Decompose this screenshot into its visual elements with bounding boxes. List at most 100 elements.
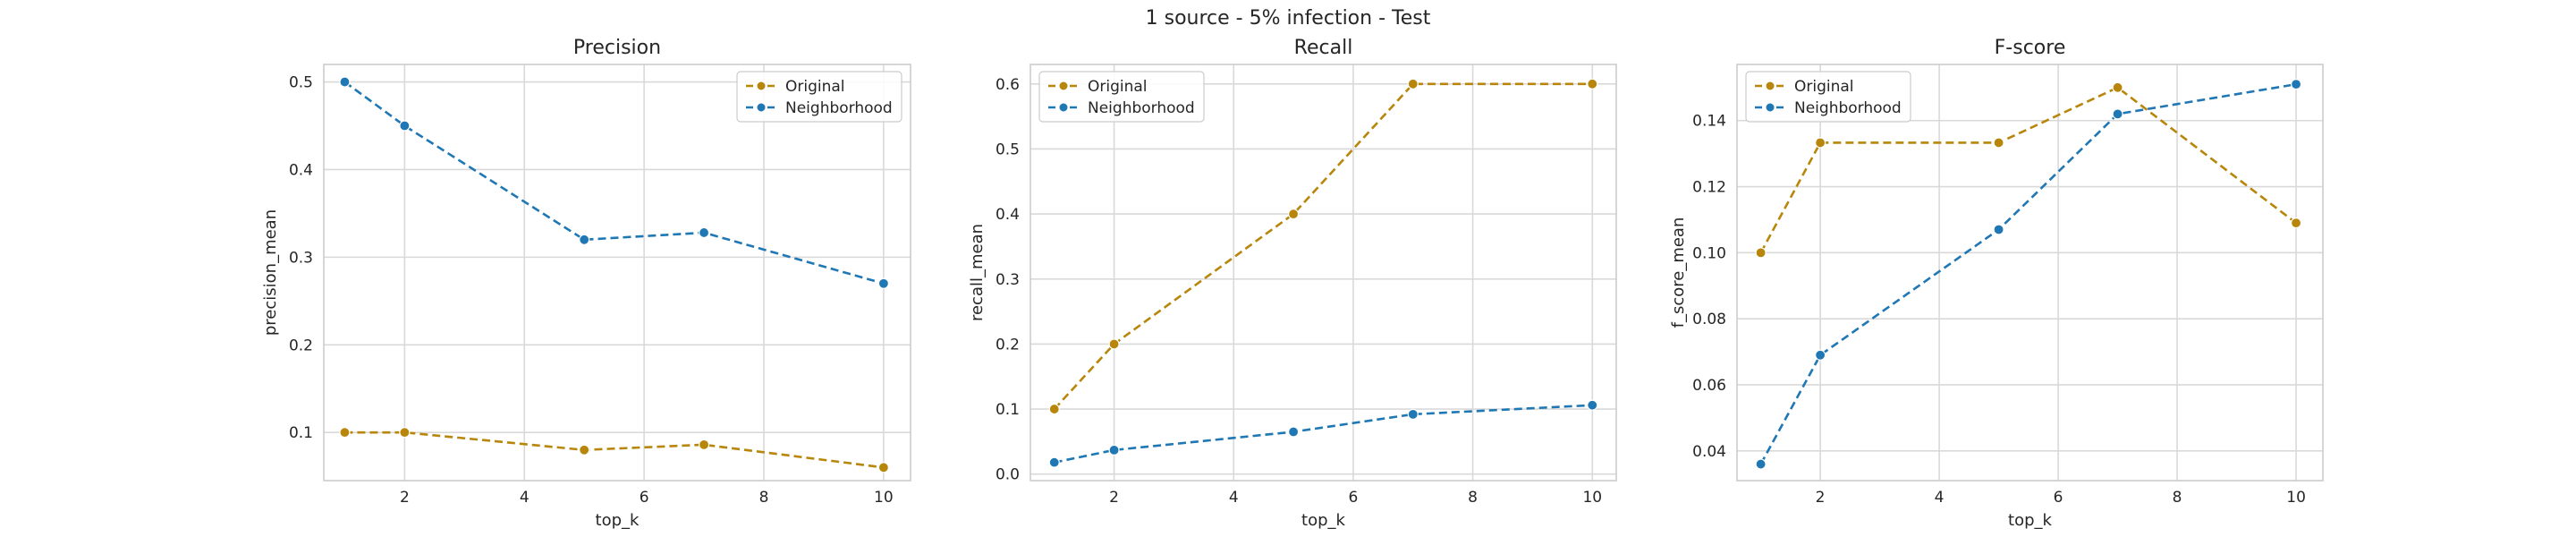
precision-y-tick-label: 0.1 xyxy=(289,424,313,442)
precision-neighborhood-series-line xyxy=(343,81,885,285)
recall-x-axis-label: top_k xyxy=(1301,511,1345,530)
precision-neighborhood-point xyxy=(877,277,889,289)
precision-x-tick-label: 4 xyxy=(520,489,530,507)
f-score-legend-original-marker xyxy=(1765,81,1775,91)
precision-x-axis-label: top_k xyxy=(596,511,640,530)
precision-legend-original-marker xyxy=(756,81,767,91)
recall-x-tick-label: 6 xyxy=(1349,489,1359,507)
f-score-panel: 2 4 6 8 10 0.04 0.06 0.08 0.10 0.12 0.14 F-score top… xyxy=(1669,37,2324,530)
recall-x-tick-label: 10 xyxy=(1582,489,1602,507)
f-score-legend-neighborhood-label: Neighborhood xyxy=(1794,99,1902,117)
f-score-x-tick-label: 10 xyxy=(2286,489,2306,507)
recall-original-point xyxy=(1587,78,1598,90)
precision-neighborhood-point xyxy=(339,76,351,88)
recall-y-axis-label: recall_mean xyxy=(968,224,987,321)
f-score-original-point xyxy=(1993,137,2004,149)
recall-neighborhood-point xyxy=(1108,444,1120,456)
f-score-neighborhood-point xyxy=(1993,224,2004,235)
f-score-x-tick-label: 8 xyxy=(2173,489,2182,507)
f-score-plot-frame xyxy=(1736,64,2324,482)
precision-original-series-line xyxy=(344,430,885,469)
recall-neighborhood-point xyxy=(1048,456,1060,468)
f-score-y-tick-label: 0.06 xyxy=(1692,377,1726,395)
figure-suptitle: 1 source - 5% infection - Test xyxy=(1146,7,1431,30)
f-score-x-axis-label: top_k xyxy=(2008,511,2052,530)
precision-y-tick-label: 0.4 xyxy=(289,161,313,179)
precision-neighborhood-point xyxy=(399,120,411,132)
recall-neighborhood-series-line xyxy=(1054,404,1593,464)
precision-neighborhood-point xyxy=(579,234,590,245)
precision-plot-frame xyxy=(323,64,911,482)
recall-legend-original-label: Original xyxy=(1088,78,1148,96)
recall-legend-original-marker xyxy=(1058,81,1069,91)
precision-x-tick-label: 2 xyxy=(400,489,410,507)
f-score-legend-box xyxy=(1745,71,1911,123)
recall-original-point xyxy=(1407,78,1419,90)
precision-y-tick-label: 0.3 xyxy=(289,249,313,267)
f-score-neighborhood-point xyxy=(1755,458,1767,470)
f-score-y-tick-label: 0.08 xyxy=(1692,311,1726,328)
recall-y-tick-label: 0.1 xyxy=(996,401,1020,419)
recall-neighborhood-point xyxy=(1287,426,1300,438)
precision-x-tick-label: 6 xyxy=(640,489,649,507)
recall-y-tick-label: 0.5 xyxy=(996,141,1020,158)
f-score-y-tick-label: 0.14 xyxy=(1692,113,1726,131)
precision-x-tick-label: 10 xyxy=(874,489,894,507)
recall-y-tick-label: 0.2 xyxy=(996,336,1020,354)
recall-x-tick-label: 4 xyxy=(1229,489,1239,507)
f-score-title: F-score xyxy=(1995,37,2066,59)
f-score-y-tick-label: 0.04 xyxy=(1692,443,1726,461)
f-score-original-point xyxy=(1755,247,1767,259)
f-score-neighborhood-point xyxy=(2112,108,2123,120)
precision-legend-box xyxy=(736,71,902,123)
f-score-legend-neighborhood-marker xyxy=(1765,102,1775,113)
recall-neighborhood-point xyxy=(1587,399,1598,411)
recall-original-series-line xyxy=(1053,82,1593,410)
recall-legend-neighborhood-marker xyxy=(1058,102,1069,113)
precision-original-point xyxy=(339,427,351,439)
recall-original-point xyxy=(1287,209,1300,220)
f-score-y-tick-label: 0.12 xyxy=(1692,179,1726,197)
recall-neighborhood-point xyxy=(1407,408,1419,420)
precision-legend-neighborhood-label: Neighborhood xyxy=(785,99,893,117)
precision-neighborhood-point xyxy=(698,226,710,239)
precision-y-tick-label: 0.5 xyxy=(289,74,313,92)
recall-y-tick-label: 0.6 xyxy=(996,76,1020,94)
recall-x-tick-label: 2 xyxy=(1109,489,1119,507)
precision-legend-original-label: Original xyxy=(785,78,845,96)
precision-original-point xyxy=(579,444,590,456)
f-score-neighborhood-point xyxy=(1814,349,1826,361)
precision-panel: 2 4 6 8 10 0.1 0.2 0.3 0.4 0.5 Precision top_k preci… xyxy=(261,37,911,530)
f-score-x-tick-label: 6 xyxy=(2054,489,2063,507)
precision-x-tick-label: 8 xyxy=(759,489,769,507)
precision-original-point xyxy=(399,427,411,439)
f-score-y-axis-label: f_score_mean xyxy=(1669,217,1688,328)
recall-original-point xyxy=(1048,403,1060,415)
f-score-legend-original-label: Original xyxy=(1794,78,1854,96)
f-score-neighborhood-series-line xyxy=(1759,82,2297,465)
f-score-y-tick-label: 0.10 xyxy=(1692,244,1726,262)
f-score-x-tick-label: 2 xyxy=(1816,489,1826,507)
recall-y-tick-label: 0.3 xyxy=(996,271,1020,289)
precision-legend: Original Neighborhood xyxy=(736,71,902,123)
recall-y-tick-label: 0.4 xyxy=(996,206,1020,224)
recall-title: Recall xyxy=(1294,37,1353,59)
precision-y-tick-label: 0.2 xyxy=(289,337,313,354)
recall-legend-neighborhood-label: Neighborhood xyxy=(1088,99,1195,117)
f-score-legend: Original Neighborhood xyxy=(1745,71,1911,123)
recall-x-tick-label: 8 xyxy=(1468,489,1478,507)
recall-panel: 2 4 6 8 10 0.0 0.1 0.2 0.3 0.4 0.5 0.6 Recall top_k re… xyxy=(968,37,1617,530)
f-score-x-tick-label: 4 xyxy=(1935,489,1945,507)
f-score-original-point xyxy=(2290,217,2302,229)
recall-y-tick-label: 0.0 xyxy=(996,466,1020,484)
precision-original-point xyxy=(877,462,889,473)
precision-legend-neighborhood-marker xyxy=(756,102,767,113)
recall-legend-box xyxy=(1038,71,1205,123)
f-score-neighborhood-point xyxy=(2290,79,2302,90)
precision-title: Precision xyxy=(573,37,661,59)
f-score-original-point xyxy=(2112,81,2123,93)
precision-y-axis-label: precision_mean xyxy=(261,209,280,336)
precision-original-point xyxy=(698,439,710,450)
recall-plot-frame xyxy=(1030,64,1617,482)
